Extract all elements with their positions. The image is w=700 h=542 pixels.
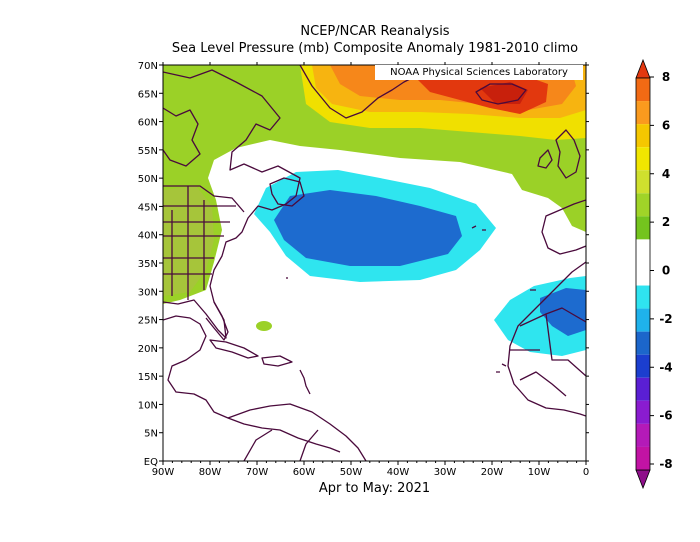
hudson-bay-coast	[163, 107, 201, 167]
colorbar-segment	[636, 400, 650, 424]
colorbar-segment	[636, 193, 650, 217]
lon-label: 20W	[481, 467, 504, 478]
lat-label: 35N	[138, 259, 158, 270]
lon-label: 50W	[340, 467, 363, 478]
lat-label: 15N	[138, 372, 158, 383]
colorbar-segment	[636, 446, 650, 470]
colorbar-tick-label: -8	[659, 457, 672, 471]
lat-label: 20N	[138, 344, 158, 355]
lat-label: 70N	[138, 61, 158, 72]
colorbar: 8 6 4 2 0 -2 -4 -6 -8	[635, 58, 673, 490]
colorbar-tick-label: 8	[662, 70, 670, 84]
lon-label: 70W	[246, 467, 269, 478]
colorbar-frame	[635, 77, 651, 471]
lat-label: 60N	[138, 118, 158, 129]
credit-label: NOAA Physical Sciences Laboratory	[375, 65, 583, 80]
us-canada-border	[163, 185, 245, 213]
lesser-antilles	[299, 369, 311, 395]
lat-label: 50N	[138, 174, 158, 185]
gulf-coast	[163, 315, 341, 453]
colorbar-segment	[636, 239, 650, 263]
africa-coast	[507, 261, 586, 417]
colorbar-tick-label: 6	[662, 118, 670, 132]
azores-islands	[471, 225, 486, 231]
colorbar-segment	[636, 124, 650, 148]
coastlines	[163, 65, 586, 461]
north-america-coast	[163, 69, 301, 339]
colorbar-tick-label: -2	[659, 312, 672, 326]
colorbar-segment	[636, 101, 650, 125]
colorbar-tick-label: 2	[662, 215, 670, 229]
chart-title: NCEP/NCAR Reanalysis	[300, 24, 450, 39]
small-positive-patch	[256, 321, 272, 331]
lat-label: 25N	[138, 316, 158, 327]
us-state-borders	[163, 186, 236, 300]
lat-label: 65N	[138, 89, 158, 100]
lat-label: 30N	[138, 287, 158, 298]
colorbar-tick-label: -6	[659, 409, 672, 423]
lon-label: 90W	[152, 467, 175, 478]
colorbar-bottom-arrow	[635, 469, 651, 490]
greenland-high-peak	[480, 82, 528, 104]
lat-label: 45N	[138, 202, 158, 213]
colorbar-segment	[636, 285, 650, 309]
lon-label: 30W	[434, 467, 457, 478]
florida-coast	[205, 301, 229, 341]
colorbar-segment	[636, 331, 650, 355]
lon-label: 10W	[528, 467, 551, 478]
colorbar-segment	[636, 216, 650, 240]
colorbar-segment	[636, 308, 650, 332]
chart-subtitle: Sea Level Pressure (mb) Composite Anomal…	[171, 41, 579, 56]
colorbar-tick-label: 4	[662, 167, 670, 181]
colorbar-segment	[636, 78, 650, 102]
newfoundland-coast	[269, 177, 305, 207]
colorbar-tick-label: -4	[659, 360, 672, 374]
longitude-axis: 90W 80W 70W 60W 50W 40W 30W 20W 10W 0	[152, 62, 589, 478]
colorbar-tick-label: 0	[662, 264, 670, 278]
lon-label: 60W	[293, 467, 316, 478]
africa-borders	[510, 307, 586, 397]
colorbar-segment	[636, 262, 650, 286]
colorbar-segment	[636, 377, 650, 401]
lat-label: 40N	[138, 231, 158, 242]
cuba-coast	[209, 339, 259, 359]
iberia-coast	[541, 199, 586, 255]
lon-label: 0	[583, 467, 589, 478]
lon-label: 80W	[199, 467, 222, 478]
lat-label: 10N	[138, 400, 158, 411]
lat-label: 5N	[144, 429, 158, 440]
lon-label: 40W	[387, 467, 410, 478]
south-america-coast	[227, 403, 367, 461]
atlantic-islands	[496, 289, 536, 373]
hispaniola-coast	[261, 355, 293, 367]
british-isles-coast	[537, 129, 581, 179]
west-africa-low-core	[540, 288, 586, 336]
period-label: Apr to May: 2021	[318, 481, 431, 496]
lat-label: EQ	[144, 457, 158, 468]
colorbar-segment	[636, 147, 650, 171]
colorbar-segment	[636, 170, 650, 194]
latitude-axis: EQ 5N 10N 15N 20N 25N 30N 35N 40N 45N 50N 55N 60N 65N…	[138, 61, 589, 468]
north-atlantic-low-core	[274, 190, 462, 266]
colorbar-top-arrow	[635, 58, 651, 79]
lat-label: 55N	[138, 146, 158, 157]
iceland-coast	[475, 83, 527, 105]
colorbar-segment	[636, 423, 650, 447]
colorbar-segment	[636, 354, 650, 378]
